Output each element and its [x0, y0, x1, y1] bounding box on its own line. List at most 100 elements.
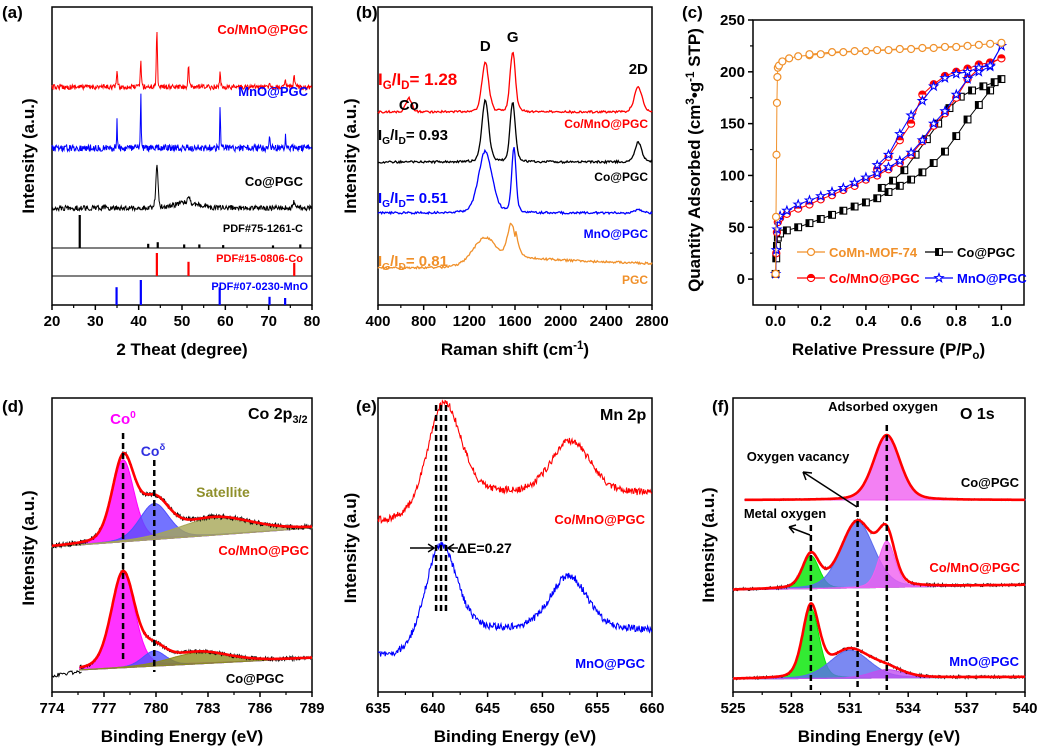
- intensity-ratio-label-part: G: [383, 80, 392, 92]
- y-tick-label: 100: [720, 167, 745, 184]
- x-tick-label: 80: [304, 313, 321, 330]
- region-label: O 1s: [960, 406, 995, 423]
- marker-circle: [952, 42, 961, 52]
- x-tick-label: 50: [174, 313, 191, 330]
- annotation-label: Adsorbed oxygen: [828, 399, 938, 414]
- x-tick-label: 40: [130, 313, 147, 330]
- marker-half-fill: [968, 87, 973, 94]
- fitted-component: [744, 434, 1026, 501]
- y-axis-title-part: Intensity (a.u.): [19, 98, 38, 213]
- y-axis-title-part: Intensity (a.u.): [341, 98, 360, 213]
- series-label: MnO@PGC: [584, 227, 649, 241]
- marker-half-fill: [979, 82, 984, 90]
- y-axis-title-part: •g: [685, 82, 704, 98]
- marker-circle: [806, 247, 816, 257]
- x-tick-label: 2000: [544, 313, 577, 330]
- panel-c-isotherm: 0.0 0.2 0.4 0.6 0.8 1.0 Relative Pressure (P/P…: [682, 3, 1027, 362]
- x-tick-label: 777: [91, 700, 116, 717]
- marker-half-fill: [889, 177, 894, 185]
- marker-circle: [771, 269, 780, 279]
- x-tick-label: 537: [954, 700, 979, 717]
- marker-circle: [929, 43, 938, 53]
- marker-circle: [873, 45, 882, 55]
- isotherm-series: [771, 38, 1006, 279]
- marker-star: [927, 80, 940, 92]
- marker-star: [771, 223, 783, 235]
- arrow-right-icon: [410, 543, 436, 553]
- x-tick-label: 800: [411, 313, 436, 330]
- y-axis-title: Intensity (a.u.): [699, 487, 718, 602]
- annotation-label: Oxygen vacancy: [747, 449, 850, 464]
- y-axis-title: Intensity (a.u.): [19, 490, 38, 605]
- series-label: MnO@PGC: [238, 84, 308, 99]
- marker-half-fill: [851, 203, 855, 210]
- marker-star: [905, 146, 917, 158]
- x-tick-label: 528: [779, 700, 804, 717]
- marker-star: [939, 105, 951, 117]
- reference-label: PDF#15-0806-Co: [216, 253, 303, 265]
- marker-circle: [895, 44, 904, 54]
- marker-circle: [772, 98, 782, 108]
- x-tick-label: 60: [217, 313, 234, 330]
- x-axis-title: Binding Energy (eV): [798, 727, 960, 746]
- marker-half-fill: [986, 87, 991, 94]
- intensity-ratio-label-part: D: [398, 199, 405, 210]
- xps-spectrum: [79, 567, 313, 671]
- marker-star: [882, 161, 895, 172]
- marker-half-fill: [907, 176, 912, 183]
- x-tick-label: 20: [44, 313, 61, 330]
- intensity-ratio-label: IG/ID= 1.28: [378, 70, 457, 92]
- y-axis-title: Quantity Adsorbed (cm3•g-1 STP): [685, 28, 704, 292]
- spectrum-label: Co/MnO@PGC: [929, 560, 1020, 575]
- region-label-part: Co 2p: [248, 406, 293, 423]
- x-axis-title: 2 Theat (degree): [116, 340, 247, 359]
- legend: CoMn-MOF-74 Co@PGC Co/MnO@PGC MnO@PGC: [797, 245, 1027, 286]
- marker-circle: [906, 44, 916, 54]
- x-axis-title-part: -1: [573, 340, 584, 352]
- xps-spectrum: [51, 450, 313, 549]
- legend-item: MnO@PGC: [925, 271, 1027, 286]
- marker-half-fill: [794, 223, 799, 231]
- marker-circle: [816, 50, 825, 59]
- marker-half-fill: [896, 182, 900, 190]
- x-tick-label: 30: [87, 313, 104, 330]
- y-axis-title-part: 3: [685, 98, 697, 104]
- legend-item: Co@PGC: [925, 245, 1016, 260]
- marker-circle: [839, 48, 848, 57]
- marker-half-fill: [975, 101, 979, 109]
- marker-star: [973, 65, 985, 77]
- legend-label: Co@PGC: [957, 245, 1016, 260]
- x-axis-title-part: Relative Pressure (P/P: [792, 340, 972, 359]
- x-tick-label: 2400: [590, 313, 623, 330]
- intensity-ratio-label-part: = 1.28: [410, 70, 458, 89]
- reference-label: PDF#75-1261-C: [223, 223, 303, 235]
- marker-star: [871, 159, 883, 171]
- marker-half-fill: [918, 91, 926, 95]
- x-axis-title-part: Raman shift (cm: [441, 340, 573, 359]
- y-tick-label: 0: [737, 271, 745, 288]
- marker-half-fill: [918, 168, 923, 176]
- spectrum-label: Co/MnO@PGC: [218, 543, 309, 558]
- x-tick-label: 540: [1012, 700, 1037, 717]
- marker-half-fill: [997, 54, 1006, 59]
- marker-circle: [986, 39, 995, 48]
- marker-half-fill: [862, 199, 866, 206]
- x-tick-label: 640: [420, 700, 445, 717]
- intensity-ratio-label-part: D: [398, 136, 405, 147]
- y-tick-label: 250: [720, 12, 745, 29]
- marker-star: [882, 148, 895, 160]
- marker-star: [815, 190, 827, 201]
- band-label: D: [480, 38, 491, 55]
- arrow-icon: [802, 471, 858, 508]
- intensity-ratio-label: IG/ID= 0.51: [378, 190, 448, 210]
- marker-half-fill: [952, 132, 957, 140]
- marker-star: [939, 71, 951, 83]
- marker-circle: [974, 40, 983, 49]
- component-label: Co0: [110, 410, 136, 428]
- xrd-series-line: [51, 93, 312, 154]
- intensity-ratio-label-part: G: [382, 136, 390, 147]
- x-tick-label: 783: [195, 700, 220, 717]
- spectrum-label: Co@PGC: [961, 475, 1020, 490]
- x-tick-label: 660: [639, 700, 664, 717]
- fitted-component: [733, 668, 1025, 680]
